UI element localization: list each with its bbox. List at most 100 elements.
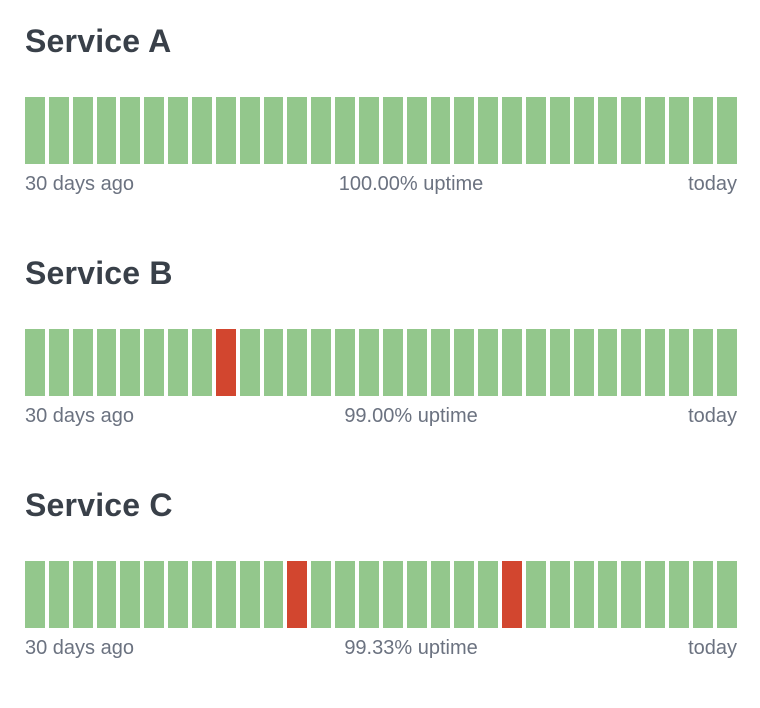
service-section: Service A 30 days ago 100.00% uptime tod… xyxy=(25,22,737,198)
uptime-day-bar-up[interactable] xyxy=(25,329,45,396)
uptime-day-bar-up[interactable] xyxy=(359,561,379,628)
uptime-day-bar-up[interactable] xyxy=(144,329,165,396)
uptime-day-bar-up[interactable] xyxy=(120,561,141,628)
uptime-day-bar-up[interactable] xyxy=(549,329,570,396)
uptime-day-bar-up[interactable] xyxy=(454,561,475,628)
uptime-day-bar-up[interactable] xyxy=(526,561,546,628)
uptime-day-bar-up[interactable] xyxy=(168,329,189,396)
uptime-day-bar-up[interactable] xyxy=(72,561,93,628)
uptime-day-bar-up[interactable] xyxy=(645,97,666,164)
uptime-day-bar-up[interactable] xyxy=(192,97,212,164)
uptime-day-bar-up[interactable] xyxy=(287,329,308,396)
uptime-day-bar-up[interactable] xyxy=(669,329,690,396)
uptime-day-bar-up[interactable] xyxy=(621,329,642,396)
uptime-day-bar-up[interactable] xyxy=(406,97,427,164)
uptime-percent-label: 99.33% uptime xyxy=(344,637,478,659)
uptime-day-bar-up[interactable] xyxy=(478,561,499,628)
uptime-day-bar-up[interactable] xyxy=(549,97,570,164)
uptime-day-bar-up[interactable] xyxy=(25,97,45,164)
uptime-day-bar-up[interactable] xyxy=(693,329,713,396)
uptime-day-bar-up[interactable] xyxy=(48,561,69,628)
uptime-day-bar-up[interactable] xyxy=(597,97,618,164)
uptime-day-bar-up[interactable] xyxy=(263,329,284,396)
uptime-day-bar-down[interactable] xyxy=(287,561,308,628)
uptime-day-bar-up[interactable] xyxy=(359,97,379,164)
uptime-day-bar-up[interactable] xyxy=(311,561,332,628)
uptime-day-bar-up[interactable] xyxy=(669,97,690,164)
uptime-day-bar-up[interactable] xyxy=(72,97,93,164)
uptime-day-bar-up[interactable] xyxy=(478,329,499,396)
uptime-day-bar-up[interactable] xyxy=(526,329,546,396)
uptime-day-bar-up[interactable] xyxy=(263,97,284,164)
uptime-day-bar-up[interactable] xyxy=(621,561,642,628)
uptime-labels: 30 days ago 99.00% uptime today xyxy=(25,402,737,430)
uptime-day-bar-up[interactable] xyxy=(382,561,403,628)
uptime-day-bar-up[interactable] xyxy=(311,329,332,396)
uptime-day-bar-up[interactable] xyxy=(502,329,523,396)
uptime-day-bar-up[interactable] xyxy=(48,97,69,164)
uptime-day-bar-up[interactable] xyxy=(168,561,189,628)
uptime-labels: 30 days ago 100.00% uptime today xyxy=(25,170,737,198)
uptime-day-bar-up[interactable] xyxy=(311,97,332,164)
uptime-day-bar-up[interactable] xyxy=(549,561,570,628)
uptime-day-bar-up[interactable] xyxy=(359,329,379,396)
uptime-day-bar-up[interactable] xyxy=(263,561,284,628)
uptime-day-bar-up[interactable] xyxy=(621,97,642,164)
uptime-day-bar-up[interactable] xyxy=(454,329,475,396)
uptime-day-bar-up[interactable] xyxy=(430,329,451,396)
uptime-day-bar-up[interactable] xyxy=(335,97,356,164)
uptime-day-bar-up[interactable] xyxy=(645,561,666,628)
uptime-day-bar-up[interactable] xyxy=(430,97,451,164)
uptime-day-bar-up[interactable] xyxy=(406,561,427,628)
uptime-day-bar-up[interactable] xyxy=(382,97,403,164)
uptime-day-bar-up[interactable] xyxy=(120,97,141,164)
uptime-day-bar-up[interactable] xyxy=(693,561,713,628)
uptime-day-bar-up[interactable] xyxy=(716,97,737,164)
uptime-day-bar-up[interactable] xyxy=(573,97,594,164)
uptime-day-bar-up[interactable] xyxy=(597,561,618,628)
uptime-day-bar-up[interactable] xyxy=(144,97,165,164)
uptime-day-bar-up[interactable] xyxy=(597,329,618,396)
uptime-day-bar-up[interactable] xyxy=(120,329,141,396)
uptime-day-bar-up[interactable] xyxy=(192,561,212,628)
uptime-percent-label: 100.00% uptime xyxy=(338,173,484,195)
uptime-day-bar-up[interactable] xyxy=(502,97,523,164)
uptime-day-bar-up[interactable] xyxy=(215,97,236,164)
uptime-start-label: 30 days ago xyxy=(25,173,134,195)
uptime-day-bar-up[interactable] xyxy=(96,329,117,396)
uptime-day-bar-up[interactable] xyxy=(144,561,165,628)
uptime-day-bar-up[interactable] xyxy=(716,329,737,396)
uptime-day-bar-up[interactable] xyxy=(382,329,403,396)
uptime-day-bar-up[interactable] xyxy=(192,329,212,396)
uptime-day-bar-down[interactable] xyxy=(502,561,523,628)
uptime-day-bar-up[interactable] xyxy=(645,329,666,396)
uptime-day-bar-up[interactable] xyxy=(693,97,713,164)
uptime-day-bar-up[interactable] xyxy=(287,97,308,164)
uptime-bars xyxy=(25,97,737,164)
uptime-day-bar-up[interactable] xyxy=(335,561,356,628)
uptime-day-bar-up[interactable] xyxy=(526,97,546,164)
uptime-day-bar-up[interactable] xyxy=(48,329,69,396)
uptime-day-bar-up[interactable] xyxy=(239,97,260,164)
uptime-day-bar-up[interactable] xyxy=(25,561,45,628)
uptime-day-bar-down[interactable] xyxy=(215,329,236,396)
uptime-day-bar-up[interactable] xyxy=(96,97,117,164)
uptime-day-bar-up[interactable] xyxy=(96,561,117,628)
uptime-day-bar-up[interactable] xyxy=(478,97,499,164)
uptime-day-bar-up[interactable] xyxy=(335,329,356,396)
uptime-day-bar-up[interactable] xyxy=(239,561,260,628)
uptime-day-bar-up[interactable] xyxy=(72,329,93,396)
uptime-day-bar-up[interactable] xyxy=(573,329,594,396)
uptime-bars xyxy=(25,561,737,628)
uptime-day-bar-up[interactable] xyxy=(669,561,690,628)
uptime-day-bar-up[interactable] xyxy=(573,561,594,628)
uptime-day-bar-up[interactable] xyxy=(406,329,427,396)
uptime-day-bar-up[interactable] xyxy=(215,561,236,628)
uptime-day-bar-up[interactable] xyxy=(239,329,260,396)
uptime-day-bar-up[interactable] xyxy=(454,97,475,164)
uptime-day-bar-up[interactable] xyxy=(168,97,189,164)
uptime-day-bar-up[interactable] xyxy=(430,561,451,628)
uptime-start-label: 30 days ago xyxy=(25,637,134,659)
uptime-day-bar-up[interactable] xyxy=(716,561,737,628)
